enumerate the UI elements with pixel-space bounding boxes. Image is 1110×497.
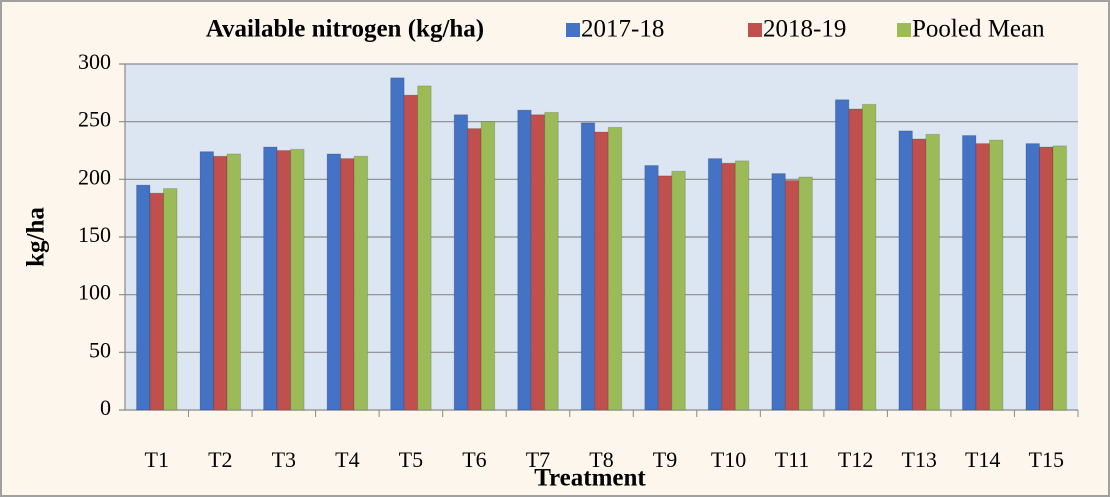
bar	[721, 162, 736, 411]
legend-label: Pooled Mean	[912, 16, 1045, 43]
bar	[671, 170, 686, 411]
x-tick-label: T1	[145, 447, 169, 472]
bar	[163, 188, 178, 411]
x-tick-label: T11	[775, 447, 810, 472]
bar	[861, 103, 877, 411]
bar	[149, 192, 165, 411]
bar	[848, 108, 863, 411]
bar	[644, 164, 659, 411]
x-tick-label: T3	[272, 447, 296, 472]
y-tick-label: 150	[78, 222, 111, 247]
bar	[353, 155, 369, 411]
x-axis-label: Treatment	[534, 465, 646, 492]
x-tick-label: T5	[399, 447, 423, 472]
bar	[975, 143, 990, 411]
bar	[213, 155, 228, 411]
x-tick-label: T7	[526, 447, 550, 472]
bar	[199, 151, 215, 411]
bar	[417, 85, 432, 411]
bar	[1052, 145, 1067, 411]
bar	[594, 131, 609, 411]
bar	[326, 153, 342, 411]
bar	[834, 99, 850, 411]
legend-swatch	[748, 23, 762, 37]
bar	[517, 109, 532, 411]
legend-label: 2017-18	[581, 16, 664, 43]
bar	[226, 153, 242, 411]
bar	[544, 111, 559, 411]
y-axis-label: kg/ha	[23, 207, 50, 267]
bar	[988, 139, 1004, 411]
y-tick-label: 0	[100, 395, 111, 420]
x-tick-label: T10	[711, 447, 746, 472]
bar	[1038, 146, 1054, 411]
x-tick-label: T12	[838, 447, 873, 472]
bar	[480, 121, 496, 411]
x-tick-label: T4	[335, 447, 359, 472]
bar	[530, 114, 546, 411]
x-tick-label: T15	[1029, 447, 1064, 472]
bar	[784, 179, 800, 411]
bar	[390, 77, 405, 411]
bar	[1025, 143, 1040, 411]
x-tick-label: T9	[653, 447, 677, 472]
x-tick-label: T8	[589, 447, 613, 472]
bar	[911, 138, 927, 411]
bar	[467, 128, 482, 411]
x-tick-label: T2	[208, 447, 232, 472]
bar	[403, 94, 419, 411]
bar	[798, 176, 813, 411]
legend-swatch	[897, 23, 911, 37]
bar	[925, 133, 940, 411]
chart-title: Available nitrogen (kg/ha)	[206, 16, 484, 43]
bar	[771, 173, 786, 411]
legend-label: 2018-19	[763, 16, 846, 43]
bar	[276, 150, 292, 411]
bar	[136, 184, 151, 411]
bar	[340, 158, 355, 411]
x-tick-label: T13	[901, 447, 936, 472]
legend-swatch	[566, 23, 580, 37]
y-tick-label: 100	[78, 280, 111, 305]
bar	[734, 160, 750, 411]
bar	[453, 114, 469, 411]
bar	[707, 158, 723, 411]
bar	[607, 126, 623, 411]
bar	[580, 122, 596, 411]
bar	[898, 130, 913, 411]
y-tick-label: 300	[78, 49, 111, 74]
x-tick-label: T6	[462, 447, 486, 472]
bar	[961, 135, 977, 411]
y-tick-label: 250	[78, 107, 111, 132]
bar	[263, 146, 278, 411]
y-tick-label: 200	[78, 164, 111, 189]
bar	[290, 148, 305, 411]
x-tick-label: T14	[965, 447, 1000, 472]
y-tick-label: 50	[89, 337, 111, 362]
bar	[657, 175, 673, 411]
